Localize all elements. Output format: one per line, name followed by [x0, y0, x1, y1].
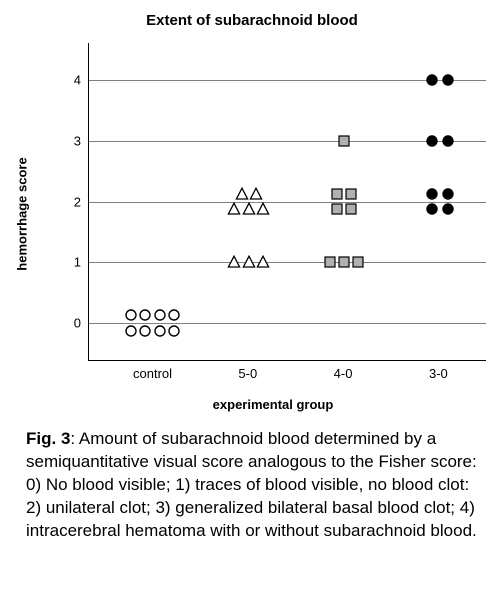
xtick-label: 5-0 — [238, 360, 257, 381]
data-point-control — [154, 309, 166, 321]
chart-title: Extent of subarachnoid blood — [18, 12, 486, 29]
xtick-label: 3-0 — [429, 360, 448, 381]
chart-area: hemorrhage score 01234control5-04-03-0 — [60, 39, 486, 389]
data-point-4-0 — [338, 135, 350, 147]
ytick-label: 4 — [74, 72, 89, 87]
gridline — [89, 262, 486, 263]
data-point-4-0 — [345, 188, 357, 200]
data-point-4-0 — [352, 256, 364, 268]
caption-text: : Amount of subarachnoid blood determine… — [26, 429, 477, 540]
data-point-5-0 — [227, 202, 241, 216]
data-point-3-0 — [442, 203, 454, 215]
data-point-5-0 — [256, 202, 270, 216]
data-point-control — [154, 325, 166, 337]
ytick-label: 2 — [74, 194, 89, 209]
data-point-5-0 — [242, 202, 256, 216]
ytick-label: 0 — [74, 316, 89, 331]
data-point-3-0 — [442, 135, 454, 147]
figure-label: Fig. 3 — [26, 429, 70, 448]
data-point-5-0 — [235, 187, 249, 201]
data-point-control — [168, 325, 180, 337]
data-point-3-0 — [426, 135, 438, 147]
data-point-3-0 — [426, 203, 438, 215]
data-point-5-0 — [227, 255, 241, 269]
data-point-3-0 — [426, 188, 438, 200]
data-point-3-0 — [442, 74, 454, 86]
ytick-label: 3 — [74, 133, 89, 148]
data-point-4-0 — [338, 256, 350, 268]
x-axis-label: experimental group — [60, 397, 486, 412]
data-point-5-0 — [242, 255, 256, 269]
gridline — [89, 323, 486, 324]
data-point-control — [139, 309, 151, 321]
data-point-control — [125, 325, 137, 337]
data-point-control — [168, 309, 180, 321]
data-point-4-0 — [345, 203, 357, 215]
gridline — [89, 202, 486, 203]
y-axis-label: hemorrhage score — [15, 157, 30, 270]
data-point-control — [139, 325, 151, 337]
figure-caption: Fig. 3: Amount of subarachnoid blood det… — [26, 428, 478, 543]
data-point-3-0 — [426, 74, 438, 86]
data-point-4-0 — [331, 188, 343, 200]
xtick-label: control — [133, 360, 172, 381]
ytick-label: 1 — [74, 255, 89, 270]
plot-region: 01234control5-04-03-0 — [88, 43, 486, 361]
figure-container: Extent of subarachnoid blood hemorrhage … — [0, 0, 504, 561]
data-point-4-0 — [331, 203, 343, 215]
data-point-5-0 — [256, 255, 270, 269]
data-point-control — [125, 309, 137, 321]
data-point-3-0 — [442, 188, 454, 200]
data-point-5-0 — [249, 187, 263, 201]
xtick-label: 4-0 — [334, 360, 353, 381]
data-point-4-0 — [324, 256, 336, 268]
